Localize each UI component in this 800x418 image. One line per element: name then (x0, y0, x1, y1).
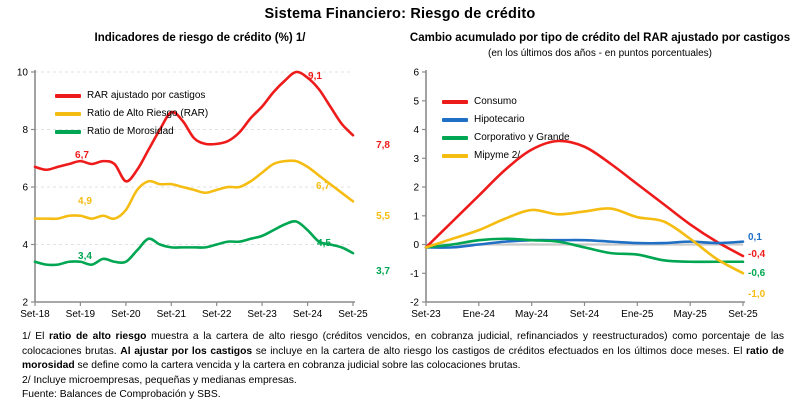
footnote-1: 1/ El ratio de alto riesgo muestra a la … (22, 330, 784, 374)
right-chart-title: Cambio acumulado por tipo de crédito del… (409, 32, 791, 44)
svg-text:6: 6 (22, 183, 28, 194)
legend-swatch-rar (55, 111, 81, 116)
legend-label-rar-ajustado: RAR ajustado por castigos (87, 89, 206, 101)
svg-text:5: 5 (413, 96, 419, 107)
data-label: 4,5 (317, 238, 331, 249)
svg-text:2: 2 (22, 298, 28, 309)
legend-item: Consumo (442, 96, 570, 107)
svg-text:8: 8 (22, 125, 28, 136)
data-label: 5,5 (376, 211, 390, 222)
legend-swatch-morosidad (55, 129, 81, 134)
footnote-1-bold-ratio-alto-riesgo: ratio de alto riesgo (49, 331, 147, 342)
legend-item: Ratio de Alto Riesgo (RAR) (55, 108, 208, 119)
svg-text:Set-25: Set-25 (338, 309, 368, 320)
svg-text:Set-24: Set-24 (570, 309, 600, 320)
legend-swatch-consumo (442, 99, 468, 104)
legend-label-mipyme: Mipyme 2/ (474, 149, 521, 161)
svg-text:Set-25: Set-25 (728, 309, 758, 320)
legend-item: Mipyme 2/ (442, 150, 570, 161)
left-chart-title: Indicadores de riesgo de crédito (%) 1/ (94, 32, 306, 44)
svg-text:6: 6 (413, 68, 419, 79)
svg-text:4: 4 (22, 240, 28, 251)
footnote-1-part-g: se define como la cartera vencida y la c… (74, 360, 521, 372)
svg-text:May-25: May-25 (674, 309, 708, 320)
legend-item: Hipotecario (442, 114, 570, 125)
legend-item: Corporativo y Grande (442, 132, 570, 143)
legend-item: RAR ajustado por castigos (55, 90, 208, 101)
data-label: 9,1 (308, 71, 322, 82)
data-label: 4,9 (78, 196, 92, 207)
svg-text:Set-23: Set-23 (247, 309, 277, 320)
svg-text:1: 1 (413, 211, 419, 222)
svg-text:-2: -2 (410, 298, 419, 309)
legend-item: Ratio de Morosidad (55, 126, 208, 137)
footnote-1-bold-ratio-morosidad: ratio de morosidad (22, 345, 785, 372)
svg-text:Set-24: Set-24 (293, 309, 323, 320)
source-note: Fuente: Balances de Comprobación y SBS. (22, 389, 221, 401)
svg-text:Set-23: Set-23 (411, 309, 441, 320)
svg-text:Set-19: Set-19 (66, 309, 96, 320)
data-label: 3,4 (78, 251, 92, 262)
svg-text:Set-21: Set-21 (157, 309, 187, 320)
svg-text:May-24: May-24 (515, 309, 549, 320)
svg-text:4: 4 (413, 125, 419, 136)
data-label: 3,7 (376, 266, 390, 277)
footnote-1-part-a: 1/ El (22, 331, 50, 342)
legend-swatch-corporativo (442, 135, 468, 140)
data-label: -1,0 (748, 289, 766, 300)
legend-swatch-hipotecario (442, 117, 468, 122)
svg-text:Set-18: Set-18 (20, 309, 50, 320)
data-label: 0,1 (748, 232, 762, 243)
legend-label-rar: Ratio de Alto Riesgo (RAR) (87, 107, 209, 119)
data-label: 6,7 (75, 150, 89, 161)
footnote-1-part-c: muestra a la cartera de alto riesgo (cré… (22, 331, 784, 357)
right-chart-svg: -2 -1 0 1 2 3 4 5 6 Set-23 Ene-24 May-24 Set-24 Ene-2… (410, 68, 766, 320)
svg-text:-1: -1 (410, 269, 419, 280)
right-chart-subtitle: (en los últimos dos años - en puntos por… (487, 48, 712, 59)
svg-text:Set-20: Set-20 (111, 309, 141, 320)
footnote-1-bold-ajustar-castigos: Al ajustar por los castigos (120, 345, 253, 357)
right-chart-panel: Cambio acumulado por tipo de crédito del… (400, 30, 800, 320)
footnotes: 1/ El ratio de alto riesgo muestra a la … (22, 330, 784, 403)
legend-label-morosidad: Ratio de Morosidad (87, 125, 174, 137)
right-chart-plot: -2 -1 0 1 2 3 4 5 6 Set-23 Ene-24 May-24 Set-24 Ene-2… (400, 63, 800, 320)
legend-label-hipotecario: Hipotecario (474, 113, 525, 125)
data-label: -0,4 (748, 249, 766, 260)
left-chart-svg: 2 4 6 8 10 Set-18 Set-19 Set-20 Set-21 Set-22 Set-… (17, 68, 391, 320)
svg-text:2: 2 (413, 183, 419, 194)
data-label: 7,8 (376, 140, 390, 151)
left-chart-legend: RAR ajustado por castigos Ratio de Alto … (55, 90, 208, 144)
svg-text:Ene-25: Ene-25 (621, 309, 654, 320)
data-label: 6,7 (316, 181, 330, 192)
left-chart-plot: 2 4 6 8 10 Set-18 Set-19 Set-20 Set-21 Set-22 Set-… (0, 56, 400, 320)
svg-text:Set-22: Set-22 (202, 309, 232, 320)
svg-text:Ene-24: Ene-24 (463, 309, 496, 320)
svg-text:0: 0 (413, 240, 419, 251)
page-title: Sistema Financiero: Riesgo de crédito (264, 6, 536, 22)
legend-swatch-rar-ajustado (55, 93, 81, 98)
footnote-1-part-e: se incluye en la cartera de alto riesgo … (252, 345, 747, 357)
svg-text:3: 3 (413, 154, 419, 165)
legend-label-consumo: Consumo (474, 95, 517, 107)
svg-text:10: 10 (17, 68, 29, 79)
data-label: -0,6 (748, 268, 766, 279)
legend-swatch-mipyme (442, 153, 468, 158)
footnote-2: 2/ Incluye microempresas, pequeñas y med… (22, 374, 297, 386)
right-chart-legend: Consumo Hipotecario Corporativo y Grande… (442, 96, 570, 168)
legend-label-corporativo: Corporativo y Grande (474, 131, 570, 143)
left-chart-panel: Indicadores de riesgo de crédito (%) 1/ … (0, 30, 400, 320)
